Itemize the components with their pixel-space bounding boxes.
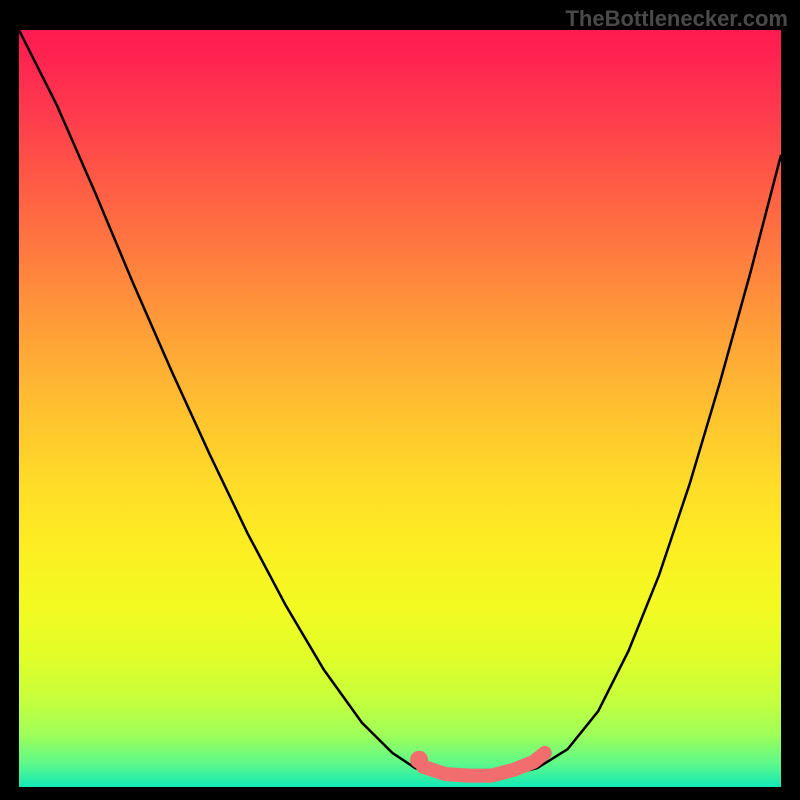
optimal-point-marker	[410, 751, 428, 769]
bottleneck-chart: TheBottlenecker.com	[0, 0, 800, 800]
watermark-text: TheBottlenecker.com	[565, 6, 788, 32]
chart-svg	[0, 0, 800, 800]
